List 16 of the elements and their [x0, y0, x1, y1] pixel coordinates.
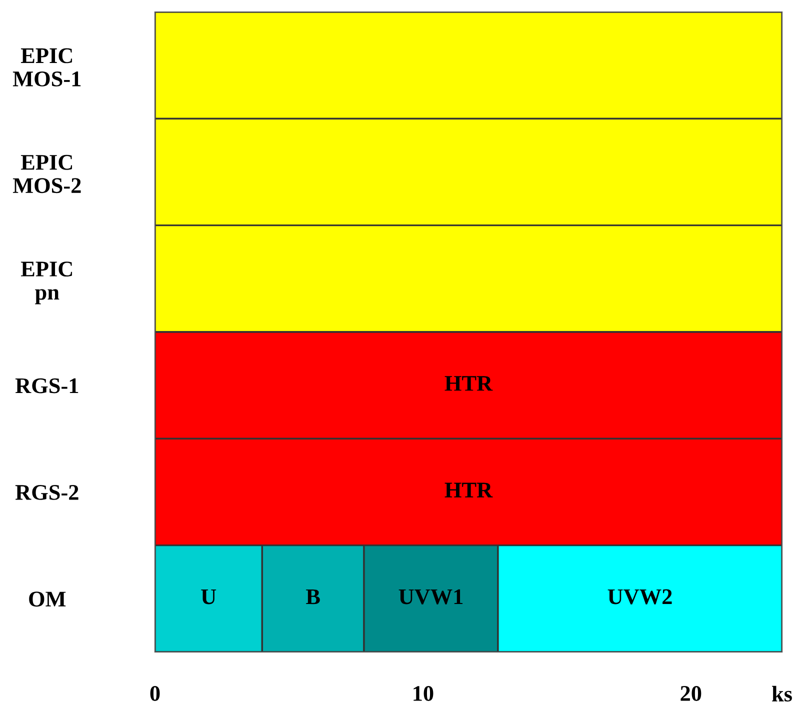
- y-tick-label: EPIC pn: [20, 262, 72, 304]
- series-label: B: [306, 589, 320, 604]
- y-tick-label: RGS-1: [15, 378, 78, 394]
- x-axis-title: ks: [772, 686, 792, 702]
- y-tick-label: RGS-2: [15, 484, 78, 500]
- x-tick-label: 0: [150, 686, 160, 701]
- y-tick-label: EPIC MOS-2: [12, 154, 81, 194]
- x-tick-label: 10: [414, 686, 434, 701]
- y-tick-label: OM: [29, 592, 66, 607]
- series-label: UVW2: [608, 589, 672, 604]
- series-label: HTR: [444, 376, 493, 391]
- series-label: U: [201, 589, 216, 604]
- series-label: UVW1: [398, 589, 463, 604]
- y-tick-label: EPIC MOS-1: [12, 48, 81, 86]
- text: HTR: [444, 482, 493, 498]
- x-tick-label: 20: [680, 686, 702, 701]
